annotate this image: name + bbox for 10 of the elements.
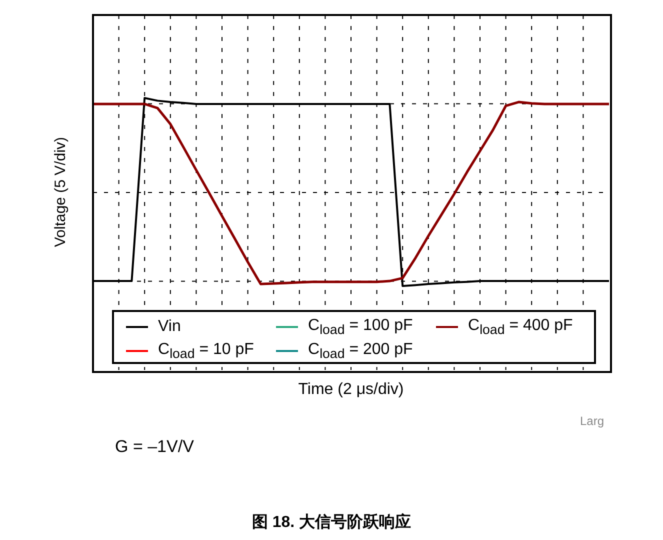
legend-label: C$_{load}$ = 400 pF bbox=[468, 316, 573, 338]
y-axis-title: Voltage (5 V/div) bbox=[52, 136, 70, 250]
caption: 图 18. 大信号阶跃响应 bbox=[250, 512, 412, 533]
legend-label: C$_{load}$ = 10 pF bbox=[158, 340, 254, 362]
legend-label: Vin bbox=[158, 318, 181, 336]
text: G = –1V/V bbox=[115, 437, 194, 457]
legend-label: C$_{load}$ = 200 pF bbox=[308, 340, 413, 362]
x-axis-title: Time (2 μs/div) bbox=[297, 381, 405, 399]
legend-label: C$_{load}$ = 100 pF bbox=[308, 316, 413, 338]
text: Larg bbox=[580, 414, 604, 428]
